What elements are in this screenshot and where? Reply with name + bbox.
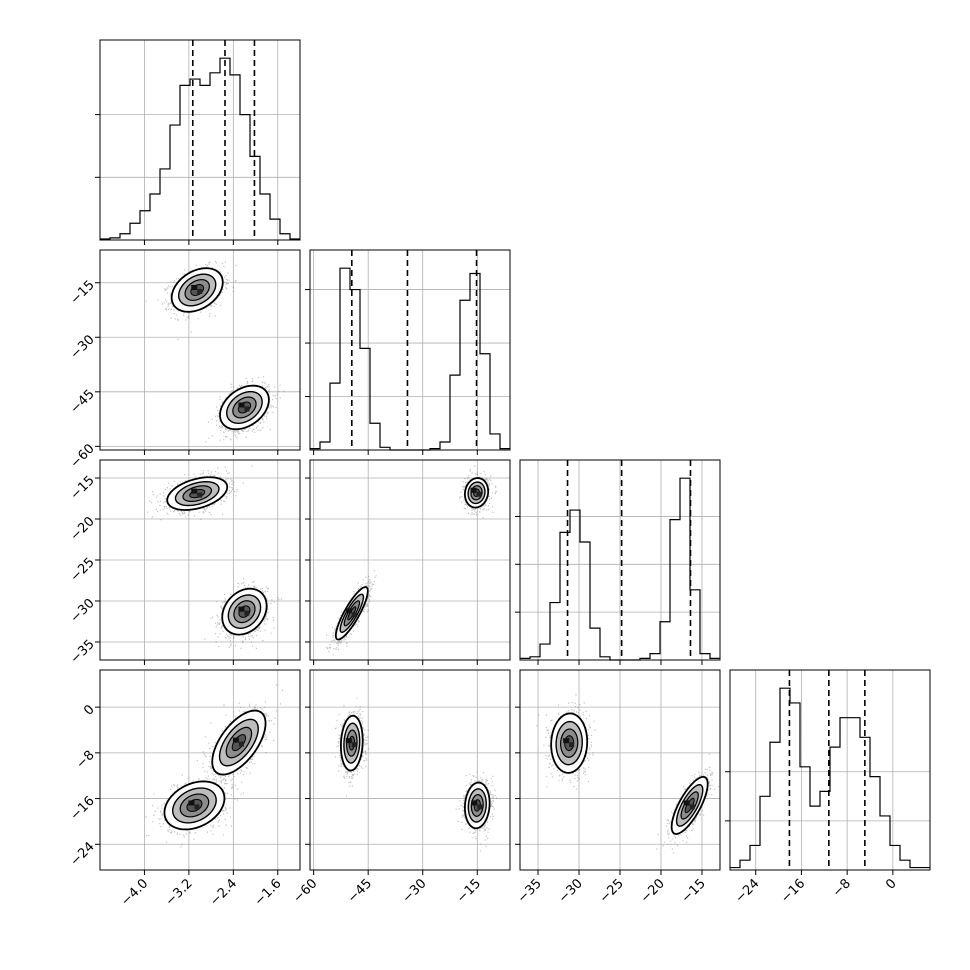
density-peak [191, 488, 198, 494]
histogram-panel-3: −24 −16 −8 0 [725, 669, 931, 906]
x-tick-label: −45 [345, 876, 375, 906]
density-peak [476, 491, 482, 497]
x-tick-label: −30 [400, 876, 430, 906]
density-peak [683, 800, 690, 806]
density-peak [470, 487, 477, 493]
density-peak [563, 738, 570, 744]
density-peak [477, 804, 483, 810]
y-tick-label: −30 [68, 596, 98, 626]
x-tick-label: −3.2 [163, 876, 196, 909]
x-tick-label: −25 [597, 876, 627, 906]
density-peak [689, 804, 695, 810]
panel-frame [99, 39, 301, 241]
panel-content [100, 250, 300, 450]
density-peak [232, 737, 239, 743]
y-tick-label: −20 [68, 514, 98, 544]
histogram-panel-2 [515, 459, 721, 665]
x-tick-label: −60 [290, 876, 320, 906]
panel-frame [99, 669, 301, 871]
x-tick-label: −15 [679, 876, 709, 906]
density-peak [238, 741, 244, 747]
y-tick-label: −8 [73, 748, 97, 772]
x-tick-label: −1.6 [252, 876, 285, 909]
density-peak [244, 406, 250, 412]
panel-content [100, 460, 300, 660]
histogram-panel-1 [305, 249, 511, 455]
scatter-panel-3-1: −60 −45 −30 −15 [290, 669, 511, 906]
x-tick-label: −24 [733, 876, 763, 906]
x-tick-label: −20 [638, 876, 668, 906]
scatter-panel-2-0: −35 −30 −25 −20 −15 [68, 459, 301, 667]
x-tick-label: −16 [778, 876, 808, 906]
y-tick-label: −25 [68, 555, 98, 585]
x-tick-label: −30 [556, 876, 586, 906]
density-peak [197, 289, 203, 294]
scatter-panel-2-1 [305, 459, 511, 665]
y-tick-label: −15 [68, 473, 98, 503]
histogram-panel-0 [95, 39, 301, 245]
histogram-bars [100, 57, 300, 240]
y-tick-label: −45 [68, 387, 98, 417]
x-tick-label: −8 [830, 876, 854, 900]
x-tick-label: 0 [883, 876, 899, 892]
density-peak [191, 285, 198, 290]
density-peak [238, 606, 245, 612]
density-peak [351, 742, 357, 748]
y-tick-label: −15 [68, 278, 98, 308]
panel-frame [99, 249, 301, 451]
panel-frame [309, 669, 511, 871]
scatter-panel-3-2: −35 −30 −25 −20 −15 [515, 669, 721, 906]
x-tick-label: −35 [515, 876, 545, 906]
panel-content [310, 460, 510, 660]
histogram-bars [730, 687, 930, 869]
panel-frame [309, 249, 511, 451]
x-tick-label: −15 [454, 876, 484, 906]
density-peak [244, 610, 250, 616]
panel-frame [729, 669, 931, 871]
density-peak [238, 402, 245, 408]
y-tick-label: −16 [68, 794, 98, 824]
x-tick-label: −2.4 [207, 876, 240, 909]
density-peak [197, 492, 203, 498]
scatter-panel-1-0: −60 −45 −30 −15 [68, 249, 301, 471]
y-tick-label: −60 [68, 441, 98, 471]
density-peak [471, 800, 478, 806]
x-tick-label: −4.0 [118, 876, 151, 909]
sample-points [334, 697, 498, 852]
y-tick-label: −30 [68, 332, 98, 362]
panel-content [100, 670, 300, 870]
density-peak [194, 804, 200, 810]
y-tick-label: −35 [68, 637, 98, 667]
density-peak [569, 742, 575, 748]
density-peak [345, 608, 352, 614]
histogram-bars [310, 267, 510, 451]
y-tick-label: −24 [68, 839, 98, 869]
panel-content [310, 670, 510, 870]
density-peak [351, 612, 357, 618]
panel-content [520, 670, 720, 870]
y-tick-label: 0 [81, 702, 97, 718]
density-peak [345, 738, 352, 744]
density-peak [188, 800, 195, 806]
panels: −24 −16 −8 0 −60 −45 −30 −15 −35 −30 −25 −20 −15 −4.0… [68, 39, 931, 909]
scatter-panel-3-0: −4.0 −3.2 −2.4 −1.6 −24 −16 −8 0 [68, 669, 301, 909]
